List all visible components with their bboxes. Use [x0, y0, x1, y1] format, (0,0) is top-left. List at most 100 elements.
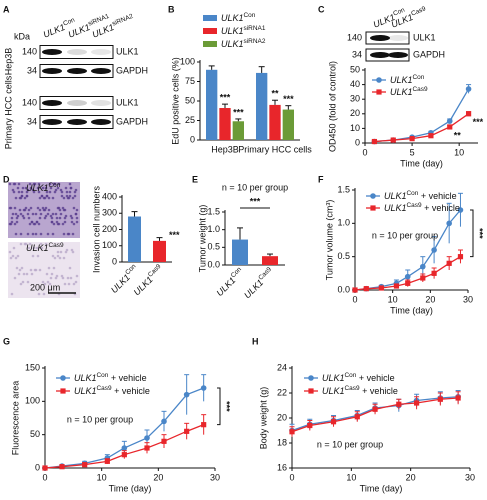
marker: [428, 133, 434, 139]
cell-dot: [31, 232, 35, 236]
panel-letter: B: [168, 4, 175, 14]
blot-band: [42, 119, 62, 125]
cell-dot: [22, 272, 26, 276]
gene-name: ULK1: [390, 87, 413, 97]
marker: [183, 391, 190, 398]
gene-name: ULK1: [26, 183, 49, 193]
marker: [405, 280, 411, 286]
blot-band: [67, 119, 87, 125]
cell-dot: [42, 292, 46, 296]
marker: [437, 396, 443, 402]
kda-label: 34: [27, 116, 37, 126]
marker: [404, 273, 411, 280]
bar: [128, 216, 141, 262]
cell-dot: [39, 212, 43, 216]
cell-dot: [20, 190, 24, 194]
image-label: ULK1Cas9: [26, 242, 64, 254]
marker: [465, 111, 472, 117]
y-tick-label: 0.0: [207, 259, 220, 269]
marker: [354, 414, 360, 420]
legend-label: ULK1Con: [390, 74, 425, 86]
cell-dot: [49, 214, 53, 218]
cell-dot: [66, 232, 70, 236]
gene-name: ULK1: [390, 75, 413, 85]
bar: [206, 69, 218, 140]
suffix: + vehicle: [360, 386, 398, 396]
cell-dot: [50, 216, 54, 220]
legend-swatch: [203, 28, 217, 34]
x-axis-title: Time (day): [400, 158, 443, 168]
marker: [201, 422, 207, 428]
marker: [352, 287, 358, 293]
cell-dot: [17, 190, 21, 194]
panel-letter: C: [318, 4, 325, 14]
x-tick-label: 20: [425, 294, 435, 304]
significance: ***: [473, 117, 484, 127]
bar: [262, 256, 278, 265]
marker: [370, 205, 376, 211]
cell-dot: [36, 186, 40, 190]
cell-dot: [42, 208, 46, 212]
bar: [269, 104, 281, 140]
cell-dot: [40, 194, 44, 198]
cell-dot: [24, 206, 28, 210]
y-tick-label: 50: [185, 95, 195, 105]
cell-dot: [38, 196, 42, 200]
cell-dot: [26, 188, 30, 192]
y-tick-label: 1.0: [207, 224, 220, 234]
cell-dot: [25, 272, 29, 276]
cell-dot: [68, 266, 72, 270]
marker: [60, 388, 66, 394]
cell-dot: [44, 214, 48, 218]
cell-dot: [34, 232, 38, 236]
cell-dot: [13, 276, 17, 280]
protein-label: ULK1: [413, 32, 436, 42]
cell-dot: [27, 246, 31, 250]
marker: [414, 400, 420, 406]
protein-label: GAPDH: [116, 116, 148, 126]
y-tick-label: 50: [350, 64, 360, 74]
cell-dot: [67, 282, 71, 286]
marker: [409, 136, 415, 142]
cell-dot: [70, 248, 74, 252]
x-tick-label: 5: [410, 147, 415, 157]
cell-dot: [38, 216, 42, 220]
cell-dot: [67, 196, 71, 200]
cell-dot: [22, 208, 26, 212]
cell-dot: [48, 282, 52, 286]
legend-label: ULK1siRNA2: [221, 38, 266, 50]
cell-dot: [36, 206, 40, 210]
blot-band: [67, 49, 87, 55]
note: n = 10 per group: [67, 414, 133, 424]
cell-dot: [15, 216, 19, 220]
cell-dot: [54, 276, 58, 280]
superscript: siRNA2: [244, 38, 266, 45]
y-tick-label: 50: [30, 429, 40, 439]
legend-label: ULK1Cas9 + vehicle: [74, 385, 150, 397]
cell-dot: [35, 220, 39, 224]
cell-dot: [22, 216, 26, 220]
cell-dot: [57, 182, 61, 186]
cell-dot: [9, 256, 13, 260]
cell-dot: [44, 242, 48, 246]
cell-dot: [8, 250, 12, 254]
cell-dot: [34, 212, 38, 216]
cell-dot: [55, 274, 59, 278]
y-tick-label: 100: [25, 396, 40, 406]
cell-dot: [51, 212, 55, 216]
marker: [446, 260, 452, 266]
superscript: Con: [392, 6, 406, 17]
cell-dot: [69, 214, 73, 218]
cell-dot: [43, 216, 47, 220]
cell-dot: [58, 256, 62, 260]
cell-dot: [21, 214, 25, 218]
blot-band: [370, 52, 390, 58]
cell-dot: [57, 222, 61, 226]
cell-dot: [70, 216, 74, 220]
marker: [59, 464, 65, 470]
gene-name: ULK1: [221, 39, 244, 49]
marker: [144, 445, 150, 451]
x-axis-title: Time (day): [390, 305, 433, 315]
blot-box: [39, 45, 114, 59]
